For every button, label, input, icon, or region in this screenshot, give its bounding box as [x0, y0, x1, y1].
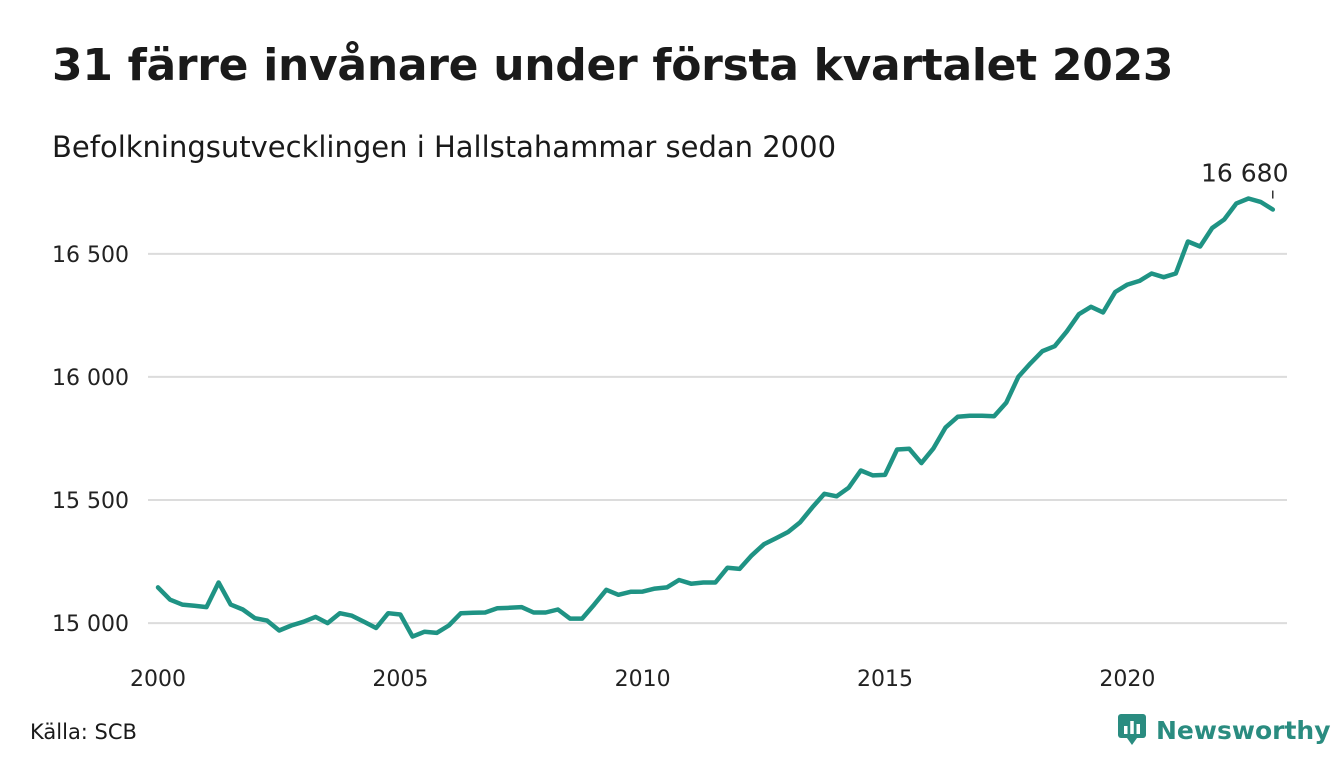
- y-tick-label: 16 500: [52, 243, 129, 268]
- brand-name: Newsworthy: [1156, 715, 1331, 745]
- chart-title: 31 färre invånare under första kvartalet…: [52, 40, 1174, 91]
- y-tick-label: 16 000: [52, 366, 129, 391]
- x-tick-label: 2000: [130, 667, 186, 692]
- y-tick-label: 15 500: [52, 489, 129, 514]
- newsworthy-logo-icon: [1118, 714, 1146, 745]
- source-note: Källa: SCB: [30, 720, 137, 744]
- series-line: [155, 196, 1276, 639]
- x-tick-label: 2005: [372, 667, 428, 692]
- y-tick-label: 15 000: [52, 612, 129, 637]
- brand-logo: Newsworthy: [1118, 714, 1331, 746]
- end-value-label: 16 680: [1201, 159, 1288, 188]
- x-tick-label: 2015: [857, 667, 913, 692]
- x-tick-label: 2010: [615, 667, 671, 692]
- chart-subtitle: Befolkningsutvecklingen i Hallstahammar …: [52, 130, 837, 164]
- x-tick-label: 2020: [1099, 667, 1155, 692]
